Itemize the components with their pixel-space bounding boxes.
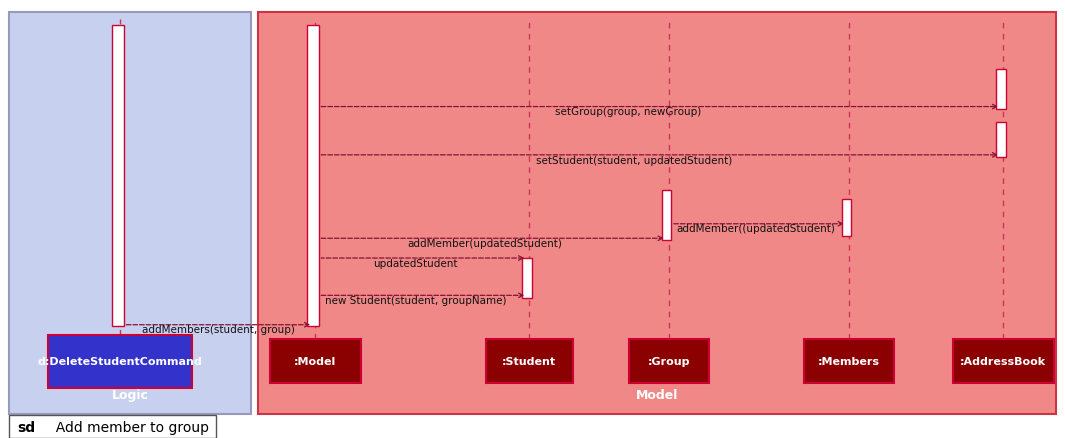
Text: :Student: :Student xyxy=(503,357,556,366)
FancyBboxPatch shape xyxy=(113,26,124,326)
Text: :Group: :Group xyxy=(648,357,690,366)
FancyBboxPatch shape xyxy=(803,339,895,383)
Text: addMember((updatedStudent): addMember((updatedStudent) xyxy=(676,224,836,234)
FancyBboxPatch shape xyxy=(628,339,708,383)
FancyBboxPatch shape xyxy=(258,13,1056,414)
Text: new Student(student, groupName): new Student(student, groupName) xyxy=(325,295,506,305)
Text: Logic: Logic xyxy=(112,388,148,401)
Text: addMember(updatedStudent): addMember(updatedStudent) xyxy=(407,238,562,248)
FancyBboxPatch shape xyxy=(997,70,1005,110)
Text: addMembers(student, group): addMembers(student, group) xyxy=(142,325,295,335)
FancyBboxPatch shape xyxy=(48,335,192,388)
Text: sd: sd xyxy=(17,420,35,434)
Text: :Members: :Members xyxy=(818,357,880,366)
Text: :Model: :Model xyxy=(294,357,337,366)
FancyBboxPatch shape xyxy=(9,415,216,438)
FancyBboxPatch shape xyxy=(486,339,573,383)
FancyBboxPatch shape xyxy=(307,26,320,326)
Text: setStudent(student, updatedStudent): setStudent(student, updatedStudent) xyxy=(536,155,732,165)
Text: Model: Model xyxy=(636,388,678,401)
FancyBboxPatch shape xyxy=(271,339,360,383)
FancyBboxPatch shape xyxy=(841,199,852,237)
Text: d:DeleteStudentCommand: d:DeleteStudentCommand xyxy=(38,357,202,366)
Text: updatedStudent: updatedStudent xyxy=(373,258,458,268)
Text: setGroup(group, newGroup): setGroup(group, newGroup) xyxy=(555,107,702,117)
Text: Add member to group: Add member to group xyxy=(47,420,209,434)
FancyBboxPatch shape xyxy=(997,123,1005,158)
FancyBboxPatch shape xyxy=(952,339,1053,383)
Text: :AddressBook: :AddressBook xyxy=(961,357,1046,366)
FancyBboxPatch shape xyxy=(662,191,672,241)
FancyBboxPatch shape xyxy=(522,258,531,298)
FancyBboxPatch shape xyxy=(9,13,251,414)
